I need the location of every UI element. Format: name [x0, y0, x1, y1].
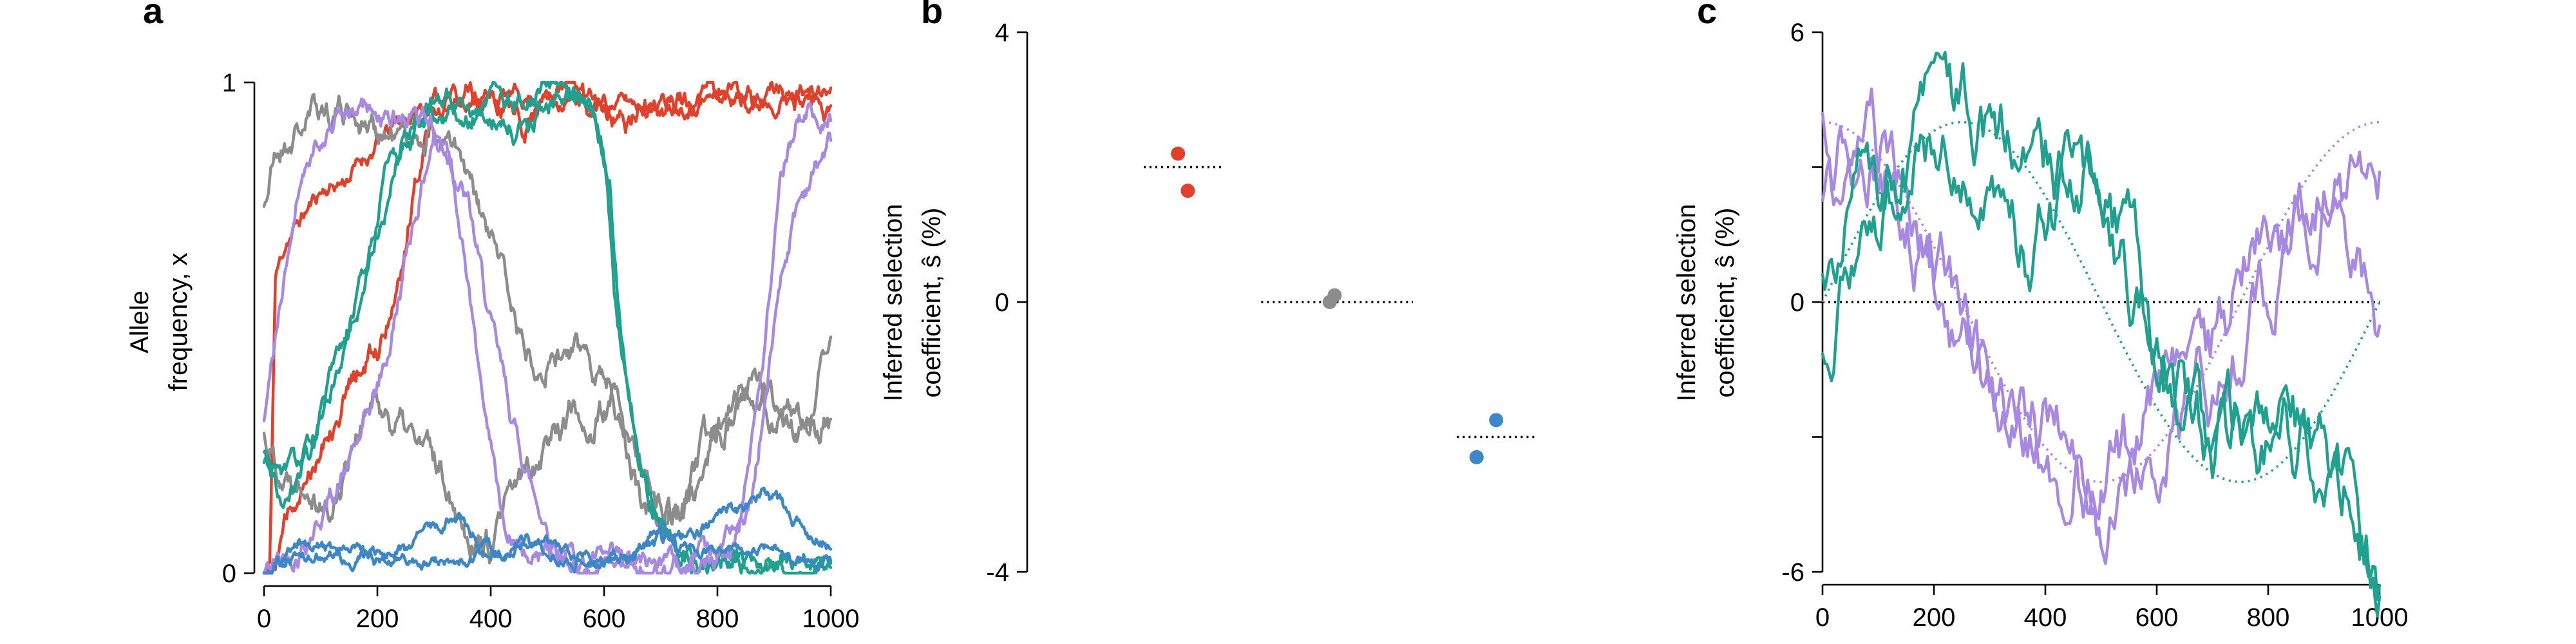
panel-b-letter: b	[921, 0, 943, 31]
panel-a-ylabel-line2: frequency, x	[164, 253, 193, 392]
panel-c-x-tick-label: 200	[1913, 603, 1956, 632]
panel-a-trajectory-blue-2	[262, 522, 833, 575]
panel-a-x-tick-label: 600	[583, 605, 626, 633]
panel-c-ylabel-line1: Inferred selection	[1672, 204, 1701, 402]
panel-a-allele-frequency-chart: a Allele frequency, x 0 1 0 200 400 600 800 100…	[126, 0, 859, 633]
panel-a-x-tick-label: 1000	[802, 605, 860, 633]
panel-b-ylabel-line1: Inferred selection	[879, 204, 907, 402]
panel-b-ylabel-line2: coefficient, ŝ (%)	[918, 208, 946, 398]
panel-a-x-tick-label: 800	[696, 605, 739, 633]
panel-c-letter: c	[1697, 0, 1717, 31]
panel-a-y-tick-label: 0	[222, 560, 236, 588]
panel-c-y-tick-label: 0	[1790, 289, 1804, 317]
panel-a-trajectory-teal-1	[262, 86, 833, 575]
panel-a-ylabel-line1: Allele	[126, 290, 154, 354]
panel-a-trajectory-blue-1	[262, 486, 833, 575]
panel-c-x-tick-label: 800	[2247, 603, 2290, 632]
panel-b-y-tick-label: 0	[995, 289, 1009, 317]
panel-c-y-tick-label: -6	[1781, 558, 1804, 587]
panel-c-x-tick-label: 0	[1815, 603, 1830, 632]
panel-c-selection-timeseries: c Inferred selection coefficient, ŝ (%) …	[1672, 0, 2408, 632]
panel-c-y-tick-label: 6	[1790, 19, 1804, 47]
panel-c-estimate-purple-est-2	[1821, 111, 2382, 565]
panel-a-letter: a	[143, 0, 164, 31]
panel-b-y-tick-label: 4	[995, 19, 1009, 47]
panel-a-trajectory-red-2	[262, 80, 833, 575]
panel-b-point-red	[1180, 184, 1195, 198]
panel-a-trajectory-red-1	[262, 82, 833, 575]
panel-a-y-tick-label: 1	[222, 69, 236, 97]
panel-b-point-red	[1171, 146, 1186, 161]
panel-c-estimate-purple-est-1	[1821, 87, 2382, 527]
panel-a-trajectory-purple-2	[262, 129, 833, 575]
panel-c-x-tick-label: 400	[2024, 603, 2067, 632]
panel-a-x-tick-label: 0	[257, 605, 271, 633]
panel-b-point-blue	[1469, 450, 1484, 464]
panel-a-x-tick-label: 400	[469, 605, 513, 633]
panel-b-point-gray	[1327, 288, 1342, 303]
panel-c-true-curve-purple	[1822, 120, 2380, 484]
panel-b-selection-scatter: b Inferred selection coefficient, ŝ (%) …	[879, 0, 1535, 587]
panel-a-x-tick-label: 200	[356, 605, 399, 633]
panel-a-trajectory-teal-2	[262, 80, 833, 575]
panel-b-y-tick-label: -4	[986, 558, 1009, 587]
panel-c-ylabel-line2: coefficient, ŝ (%)	[1711, 208, 1739, 398]
panel-c-estimate-teal-est-2	[1821, 51, 2382, 618]
panel-c-x-tick-label: 600	[2136, 603, 2179, 632]
panel-b-point-blue	[1489, 413, 1504, 428]
